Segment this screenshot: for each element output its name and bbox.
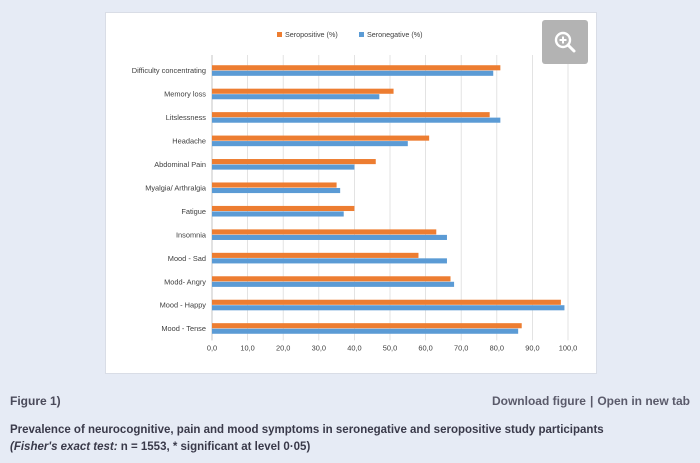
caption-test-name: (Fisher's exact test: — [10, 441, 118, 453]
bar-seropositive-insomnia — [212, 229, 437, 235]
chart-legend: Seropositive (%) Seronegative (%) — [277, 30, 423, 39]
legend-label-seropositive: Seropositive (%) — [285, 30, 338, 39]
category-label: Abdominal Pain — [154, 160, 206, 169]
x-tick-label: 10,0 — [240, 343, 254, 352]
actions-separator: | — [589, 394, 594, 408]
legend-swatch-seronegative — [359, 32, 364, 37]
category-label: Difficulty concentrating — [132, 66, 206, 75]
bar-seronegative-myalgia-arthralgia — [212, 187, 341, 194]
legend-swatch-seropositive — [277, 32, 282, 37]
x-tick-label: 30,0 — [312, 343, 326, 352]
x-tick-label: 40,0 — [347, 343, 361, 352]
category-label: Headache — [172, 137, 206, 146]
bar-seronegative-abdominal-pain — [212, 164, 355, 170]
bar-seropositive-mood-happy — [212, 299, 561, 305]
bar-seronegative-litslessness — [212, 117, 501, 123]
chart-bars — [212, 65, 565, 334]
bar-seropositive-memory-loss — [212, 88, 394, 94]
bar-seronegative-headache — [212, 141, 408, 147]
bar-seronegative-memory-loss — [212, 94, 380, 100]
download-figure-link[interactable]: Download figure — [491, 394, 586, 408]
x-tick-labels: 0,0 10,0 20,0 30,0 40,0 50,0 60,0 70,0 80,0 90,0 1… — [207, 343, 577, 352]
x-tick-label: 60,0 — [418, 343, 432, 352]
bar-seropositive-modd-angry — [212, 276, 451, 282]
bar-seropositive-abdominal-pain — [212, 159, 376, 165]
x-tick-label: 80,0 — [490, 343, 504, 352]
bar-seropositive-mood-tense — [212, 323, 522, 329]
figure-caption: Prevalence of neurocognitive, pain and m… — [10, 422, 690, 456]
x-tick-label: 0,0 — [207, 343, 217, 352]
legend-label-seronegative: Seronegative (%) — [367, 30, 423, 39]
x-tick-label: 70,0 — [454, 343, 468, 352]
category-label: Mood - Sad — [168, 254, 206, 263]
category-label: Fatigue — [181, 207, 206, 216]
bar-seropositive-mood-sad — [212, 252, 419, 258]
caption-stats: (Fisher's exact test: n = 1553, * signif… — [10, 439, 690, 456]
category-label: Modd- Angry — [164, 277, 206, 286]
bar-seropositive-myalgia-arthralgia — [212, 182, 337, 188]
chart-grid — [211, 55, 569, 341]
figure-actions: Download figure | Open in new tab — [492, 394, 690, 408]
bar-seropositive-headache — [212, 135, 430, 141]
category-label: Mood - Happy — [160, 301, 207, 310]
bar-chart: Seropositive (%) Seronegative (%) Difficu… — [132, 30, 577, 352]
caption-stats-rest: n = 1553, * significant at level 0·05) — [117, 441, 311, 453]
bar-seropositive-difficulty-concentrating — [212, 65, 501, 71]
x-tick-label: 90,0 — [525, 343, 539, 352]
bar-seropositive-fatigue — [212, 205, 355, 212]
bar-seropositive-litslessness — [212, 112, 490, 118]
bar-seronegative-insomnia — [212, 234, 447, 240]
bar-seronegative-mood-sad — [212, 258, 447, 264]
open-new-tab-link[interactable]: Open in new tab — [597, 394, 690, 408]
x-tick-label: 50,0 — [383, 343, 397, 352]
zoom-button[interactable] — [542, 20, 588, 64]
category-labels: Difficulty concentrating Memory loss Litsl… — [132, 66, 207, 333]
bar-seronegative-fatigue — [212, 211, 344, 217]
category-label: Myalgia/ Arthralgia — [145, 183, 207, 192]
bar-seronegative-mood-tense — [212, 328, 519, 334]
bar-seronegative-mood-happy — [212, 305, 565, 311]
category-label: Litslessness — [166, 113, 207, 122]
category-label: Memory loss — [164, 90, 206, 99]
x-tick-label: 100,0 — [559, 343, 578, 352]
zoom-in-icon — [554, 31, 576, 53]
bar-seronegative-difficulty-concentrating — [212, 70, 494, 76]
caption-main: Prevalence of neurocognitive, pain and m… — [10, 424, 604, 436]
category-label: Insomnia — [176, 230, 207, 239]
category-label: Mood - Tense — [161, 324, 206, 333]
x-tick-label: 20,0 — [276, 343, 290, 352]
figure-label: Figure 1) — [10, 394, 61, 408]
bar-seronegative-modd-angry — [212, 281, 455, 287]
